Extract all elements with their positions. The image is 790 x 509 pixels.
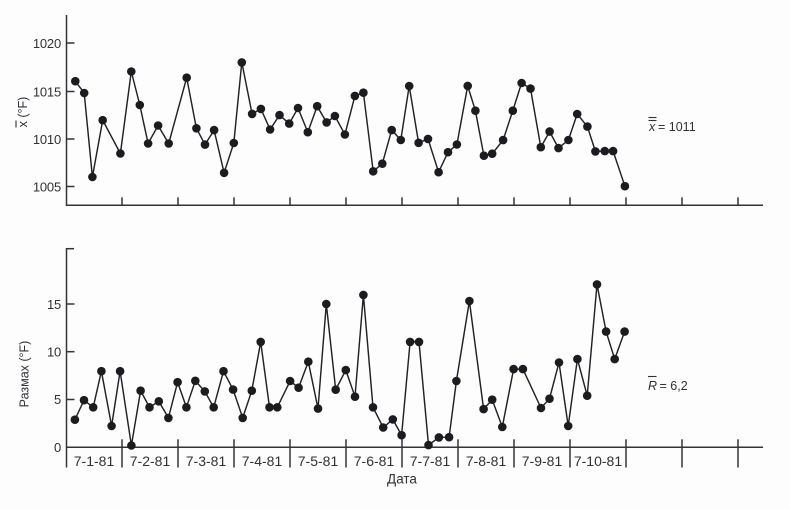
svg-text:= 6,2: = 6,2 bbox=[660, 379, 688, 393]
svg-text:7-6-81: 7-6-81 bbox=[354, 453, 395, 469]
svg-text:1015: 1015 bbox=[33, 84, 61, 99]
svg-text:7-5-81: 7-5-81 bbox=[298, 453, 339, 469]
svg-text:7-7-81: 7-7-81 bbox=[410, 453, 451, 469]
svg-text:15: 15 bbox=[47, 297, 61, 312]
svg-text:7-10-81: 7-10-81 bbox=[574, 453, 622, 469]
svg-text:7-1-81: 7-1-81 bbox=[74, 453, 115, 469]
svg-text:0: 0 bbox=[54, 440, 61, 455]
svg-text:Размах (°F): Размах (°F) bbox=[18, 341, 32, 408]
svg-text:x: x bbox=[648, 120, 656, 134]
svg-text:1020: 1020 bbox=[33, 36, 61, 51]
svg-text:= 1011: = 1011 bbox=[658, 120, 696, 134]
svg-text:7-2-81: 7-2-81 bbox=[130, 453, 171, 469]
svg-text:7-3-81: 7-3-81 bbox=[186, 453, 227, 469]
svg-text:x (°F): x (°F) bbox=[16, 97, 30, 128]
svg-text:7-8-81: 7-8-81 bbox=[466, 453, 507, 469]
svg-text:Дата: Дата bbox=[387, 472, 417, 487]
svg-text:7-9-81: 7-9-81 bbox=[522, 453, 563, 469]
svg-text:1005: 1005 bbox=[33, 179, 61, 194]
svg-text:7-4-81: 7-4-81 bbox=[242, 453, 283, 469]
svg-text:5: 5 bbox=[54, 392, 61, 407]
svg-text:1010: 1010 bbox=[33, 132, 61, 147]
svg-text:R: R bbox=[648, 379, 657, 393]
svg-text:10: 10 bbox=[47, 344, 61, 359]
